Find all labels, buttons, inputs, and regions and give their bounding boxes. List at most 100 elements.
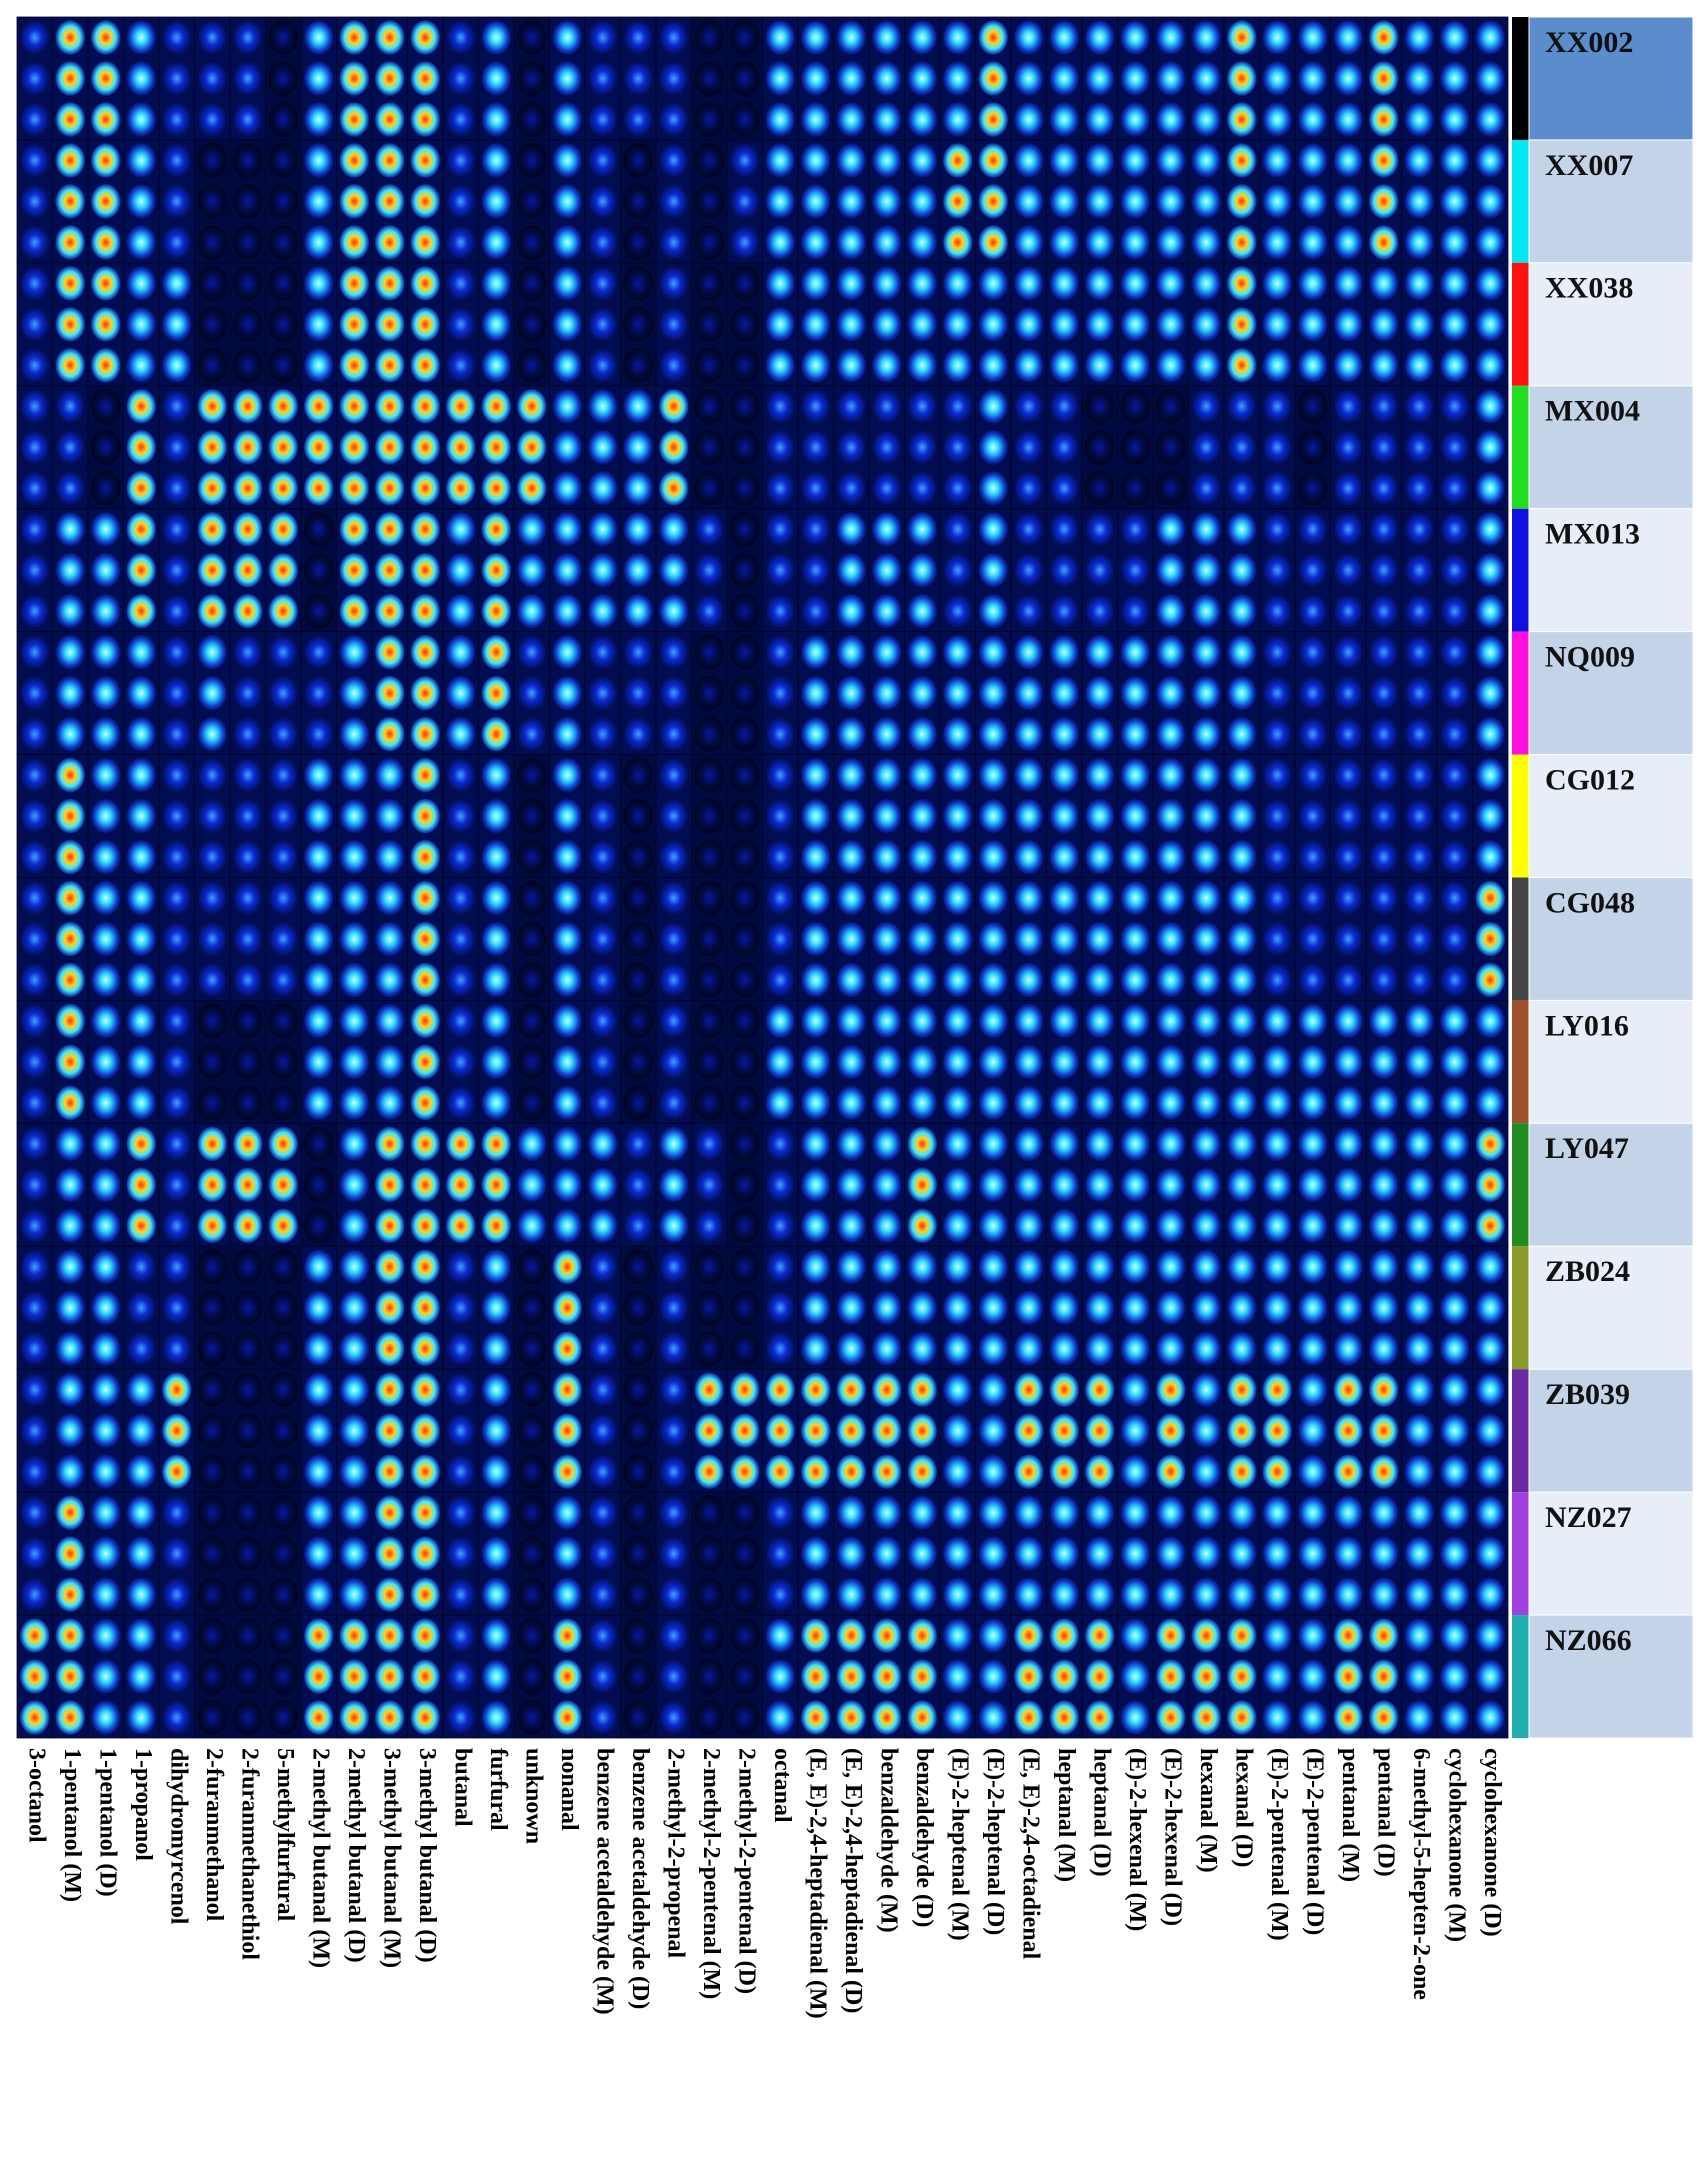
group-label-box[interactable] <box>1528 1491 1694 1616</box>
heatmap-cell <box>904 262 941 387</box>
group-label-box[interactable] <box>1528 385 1694 510</box>
heatmap-cell <box>300 508 337 633</box>
heatmap-cell <box>904 1000 941 1124</box>
heatmap-cell <box>726 754 763 878</box>
heatmap-cell <box>549 1614 586 1739</box>
heatmap-cell <box>1472 877 1509 1001</box>
heatmap-cell <box>620 508 657 633</box>
heatmap-cell <box>726 1245 763 1370</box>
heatmap-cell <box>797 1122 834 1247</box>
group-label[interactable]: NQ009 <box>1545 641 1635 674</box>
group-label[interactable]: ZB039 <box>1545 1378 1630 1411</box>
group-label-box[interactable] <box>1528 139 1694 264</box>
heatmap-cell <box>584 508 621 633</box>
group-color-bar <box>1512 17 1529 140</box>
heatmap-cell <box>1223 1245 1260 1370</box>
heatmap-cell <box>833 1491 870 1616</box>
heatmap-cell <box>1117 139 1154 264</box>
heatmap-cell <box>691 754 728 878</box>
group-label[interactable]: MX004 <box>1545 395 1640 428</box>
heatmap-cell <box>87 1614 124 1739</box>
heatmap-cell <box>904 631 941 755</box>
heatmap-cell <box>52 631 89 755</box>
x-tick-label: pentanal (M) <box>1337 1748 1363 1882</box>
heatmap-cell <box>52 1000 89 1124</box>
heatmap-cell <box>797 1368 834 1493</box>
heatmap-cell <box>158 1491 195 1616</box>
group-label[interactable]: NZ027 <box>1545 1501 1632 1534</box>
group-label-box[interactable] <box>1528 262 1694 387</box>
heatmap-cell <box>229 139 266 264</box>
group-label-box[interactable] <box>1528 1368 1694 1493</box>
heatmap-cell <box>691 631 728 755</box>
heatmap-cell <box>158 1122 195 1247</box>
heatmap-cell <box>1152 139 1189 264</box>
heatmap-cell <box>300 1000 337 1124</box>
heatmap-cell <box>229 631 266 755</box>
group-label[interactable]: NZ066 <box>1545 1624 1632 1657</box>
heatmap-cell <box>478 16 515 141</box>
group-label-box[interactable] <box>1528 1614 1694 1739</box>
heatmap-cell <box>691 139 728 264</box>
heatmap-cell <box>1223 508 1260 633</box>
group-label[interactable]: MX013 <box>1545 518 1640 551</box>
group-label-box[interactable] <box>1528 754 1694 878</box>
heatmap-cell <box>797 754 834 878</box>
heatmap-cell <box>16 754 53 878</box>
group-label[interactable]: LY016 <box>1545 1009 1629 1042</box>
heatmap-cell <box>1010 16 1047 141</box>
heatmap-cell <box>1010 877 1047 1001</box>
heatmap-cell <box>336 385 373 510</box>
group-label-box[interactable] <box>1528 16 1694 141</box>
group-label[interactable]: XX038 <box>1545 272 1633 305</box>
heatmap-cell <box>1081 262 1118 387</box>
heatmap-cell <box>1152 1368 1189 1493</box>
heatmap-cell <box>1294 1000 1331 1124</box>
heatmap-cell <box>1259 1245 1296 1370</box>
group-color-bar <box>1512 1492 1529 1616</box>
heatmap-cell <box>975 139 1012 264</box>
heatmap-cell <box>1010 1245 1047 1370</box>
heatmap-cell <box>300 385 337 510</box>
group-label[interactable]: XX007 <box>1545 149 1633 182</box>
heatmap-cell <box>584 1368 621 1493</box>
heatmap-cell <box>1401 631 1438 755</box>
heatmap-cell <box>1117 385 1154 510</box>
heatmap-cell <box>620 262 657 387</box>
group-label-box[interactable] <box>1528 999 1694 1124</box>
heatmap-cell <box>1365 877 1402 1001</box>
heatmap-cell <box>87 16 124 141</box>
heatmap-cell <box>1472 508 1509 633</box>
group-label[interactable]: XX002 <box>1545 26 1633 59</box>
group-label-box[interactable] <box>1528 877 1694 1001</box>
heatmap-cell <box>300 16 337 141</box>
heatmap-cell <box>442 631 479 755</box>
heatmap-cell <box>265 1491 302 1616</box>
heatmap-cell <box>1152 16 1189 141</box>
heatmap-cell <box>975 262 1012 387</box>
heatmap-cell <box>1081 1245 1118 1370</box>
group-color-bar <box>1512 1123 1529 1247</box>
heatmap-cell <box>584 16 621 141</box>
heatmap-cell <box>549 508 586 633</box>
heatmap-cell <box>1223 16 1260 141</box>
group-label-box[interactable] <box>1528 1122 1694 1247</box>
group-label[interactable]: CG048 <box>1545 886 1635 919</box>
heatmap-cell <box>1365 139 1402 264</box>
heatmap-cell <box>797 1614 834 1739</box>
heatmap-cell <box>549 877 586 1001</box>
group-label[interactable]: ZB024 <box>1545 1255 1630 1288</box>
group-color-bar <box>1512 631 1529 755</box>
heatmap-cell <box>939 16 976 141</box>
group-label[interactable]: CG012 <box>1545 763 1635 796</box>
heatmap-cell <box>1294 508 1331 633</box>
x-tick-label: 2-methyl-2-pentenal (D) <box>733 1748 759 1994</box>
heatmap-cell <box>904 139 941 264</box>
heatmap-cell <box>1436 139 1473 264</box>
heatmap-cell <box>1401 877 1438 1001</box>
heatmap-cell <box>194 754 231 878</box>
heatmap-cell <box>1436 16 1473 141</box>
group-label[interactable]: LY047 <box>1545 1132 1629 1165</box>
heatmap-cell <box>1259 139 1296 264</box>
heatmap-cell <box>797 508 834 633</box>
